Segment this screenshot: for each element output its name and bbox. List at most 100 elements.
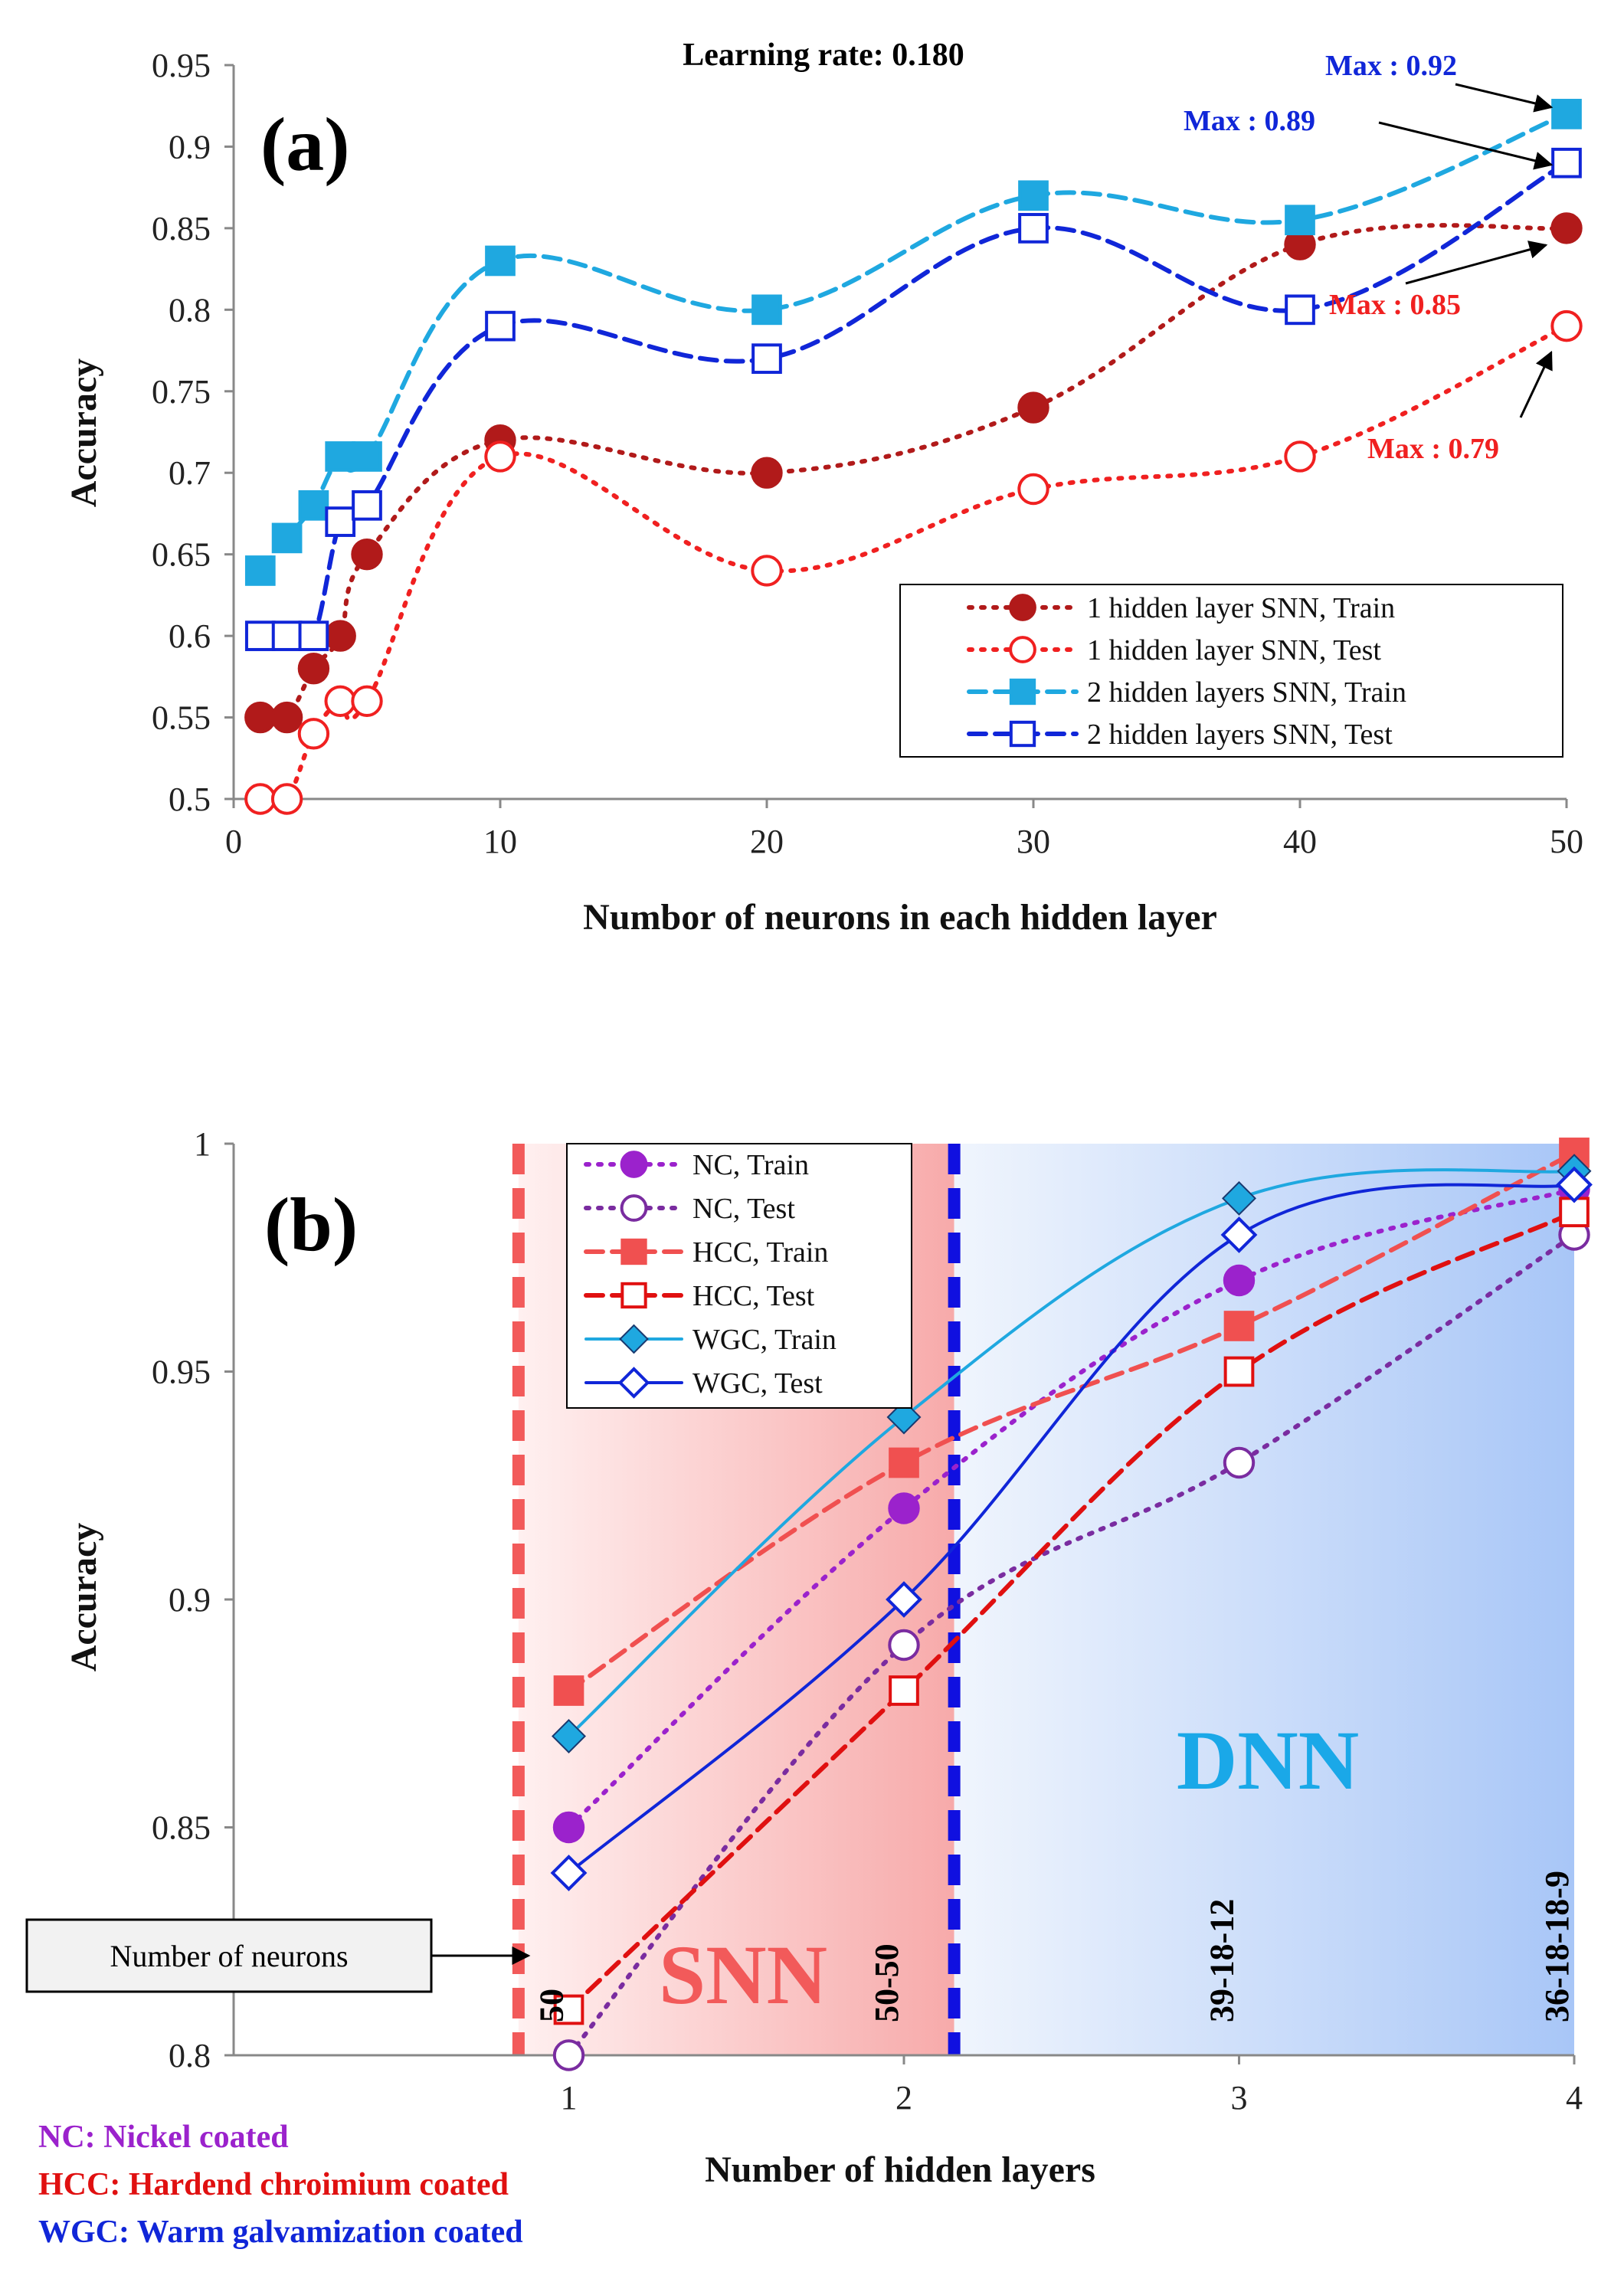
legend-marker xyxy=(1009,594,1036,621)
annotation-max-test-1l: Max : 0.79 xyxy=(1367,433,1499,465)
data-point xyxy=(889,1447,919,1478)
series-line xyxy=(566,1187,1577,1830)
series-line xyxy=(567,1168,1576,1738)
series-line xyxy=(567,1183,1576,1874)
data-point xyxy=(244,555,276,586)
data-point xyxy=(270,783,303,815)
data-point xyxy=(1220,1216,1258,1253)
panel-b: 0.8 0.85 0.9 0.95 1 1 2 3 4 (b) Accuracy Number … xyxy=(25,1125,1593,2250)
data-point xyxy=(1223,1446,1256,1479)
annotation-arrow xyxy=(1519,350,1553,418)
x-tick-label: 10 xyxy=(483,823,517,860)
legend-marker xyxy=(1009,678,1036,706)
data-point xyxy=(889,1675,919,1706)
region-label-dnn: DNN xyxy=(1177,1714,1359,1807)
data-point xyxy=(352,489,382,521)
legend-label: WGC, Train xyxy=(692,1324,837,1356)
data-point xyxy=(1223,1264,1256,1297)
series-line xyxy=(566,1150,1577,1693)
x-tick-label: 0 xyxy=(225,823,242,860)
legend-label: 1 hidden layer SNN, Test xyxy=(1087,634,1381,666)
annotation-max-train-2l: Max : 0.92 xyxy=(1325,50,1457,82)
region-label-snn: SNN xyxy=(659,1928,827,2022)
data-point xyxy=(1551,99,1582,129)
data-point xyxy=(352,441,382,472)
x-axis-label-b: Number of hidden layers xyxy=(705,2149,1095,2190)
neuron-config-label: 39-18-12 xyxy=(1203,1899,1241,2022)
legend-label: 2 hidden layers SNN, Test xyxy=(1087,719,1393,751)
data-point xyxy=(298,620,329,651)
data-point xyxy=(271,522,303,554)
data-point xyxy=(552,1811,585,1844)
data-point xyxy=(1285,294,1315,326)
annotation-max-train-1l: Max : 0.85 xyxy=(1329,289,1461,321)
data-point xyxy=(1551,147,1582,178)
data-point xyxy=(297,652,330,685)
series-1-hidden-layer-snn-train xyxy=(244,212,1583,734)
legend-a: 1 hidden layer SNN, Train 1 hidden layer … xyxy=(899,584,1563,758)
legend-marker xyxy=(620,1238,647,1265)
data-point xyxy=(325,506,356,537)
data-point xyxy=(1018,180,1049,211)
data-point xyxy=(553,1994,584,2025)
legend-marker xyxy=(620,1151,648,1178)
annotation-arrow xyxy=(1405,241,1548,285)
footnote-hcc: HCC: Hardend chroimium coated xyxy=(38,2167,509,2202)
data-point xyxy=(244,620,276,651)
y-tick-label: 0.5 xyxy=(169,781,211,818)
y-tick-label: 0.8 xyxy=(169,291,211,329)
x-tick-label: 40 xyxy=(1283,823,1317,860)
data-point xyxy=(886,1400,922,1435)
y-tick-label: 0.65 xyxy=(152,536,211,574)
x-tick-label: 1 xyxy=(561,2079,578,2117)
y-axis-label-b: Accuracy xyxy=(64,1523,104,1672)
data-point xyxy=(1223,1356,1255,1387)
data-point xyxy=(888,1492,920,1524)
legend-label: 2 hidden layers SNN, Train xyxy=(1087,676,1406,709)
legend-marker xyxy=(1009,636,1036,663)
legend-marker xyxy=(620,1282,647,1309)
annotation-arrow xyxy=(1378,121,1554,170)
data-point xyxy=(1285,205,1315,236)
series-hcc-train xyxy=(553,1138,1590,1706)
data-point xyxy=(751,457,783,489)
panel-label-a: (a) xyxy=(260,102,350,187)
series-line xyxy=(566,1210,1577,2012)
neuron-config-label: 36-18-18-9 xyxy=(1538,1871,1576,2022)
region-dnn xyxy=(954,1144,1574,2055)
data-point xyxy=(552,1719,586,1753)
y-tick-label: 0.85 xyxy=(152,210,211,247)
data-point xyxy=(888,1629,920,1662)
data-point xyxy=(244,783,277,815)
legend-marker xyxy=(619,1324,649,1354)
y-axis-label-a: Accuracy xyxy=(64,359,104,508)
data-point xyxy=(485,310,516,342)
legend-label: WGC, Test xyxy=(692,1367,823,1400)
x-tick-label: 50 xyxy=(1550,823,1583,860)
series-line xyxy=(257,223,1569,724)
data-point xyxy=(244,701,277,734)
x-tick-label: 4 xyxy=(1566,2079,1583,2117)
data-point xyxy=(751,343,782,375)
series-nc-test xyxy=(552,1219,1590,2071)
y-tick-label: 0.7 xyxy=(169,454,211,492)
data-point xyxy=(485,245,516,277)
series-wgc-test xyxy=(550,1166,1593,1891)
series-2-hidden-layers-snn-test xyxy=(244,147,1582,651)
annotation-arrow xyxy=(1455,83,1554,113)
data-point xyxy=(886,1581,922,1618)
y-tick-label: 0.85 xyxy=(152,1809,211,1847)
y-tick-label: 0.95 xyxy=(152,1354,211,1391)
legend-marker xyxy=(1009,720,1036,748)
legend-label: HCC, Train xyxy=(692,1236,828,1269)
x-tick-label: 2 xyxy=(895,2079,912,2117)
data-point xyxy=(552,2039,585,2071)
neuron-config-label: 50 xyxy=(533,1989,571,2022)
data-point xyxy=(1550,309,1583,342)
y-tick-label: 0.9 xyxy=(169,128,211,165)
data-point xyxy=(1017,391,1049,424)
legend-label: HCC, Test xyxy=(692,1280,815,1312)
y-tick-label: 1 xyxy=(194,1125,211,1163)
series-line xyxy=(257,111,1569,573)
